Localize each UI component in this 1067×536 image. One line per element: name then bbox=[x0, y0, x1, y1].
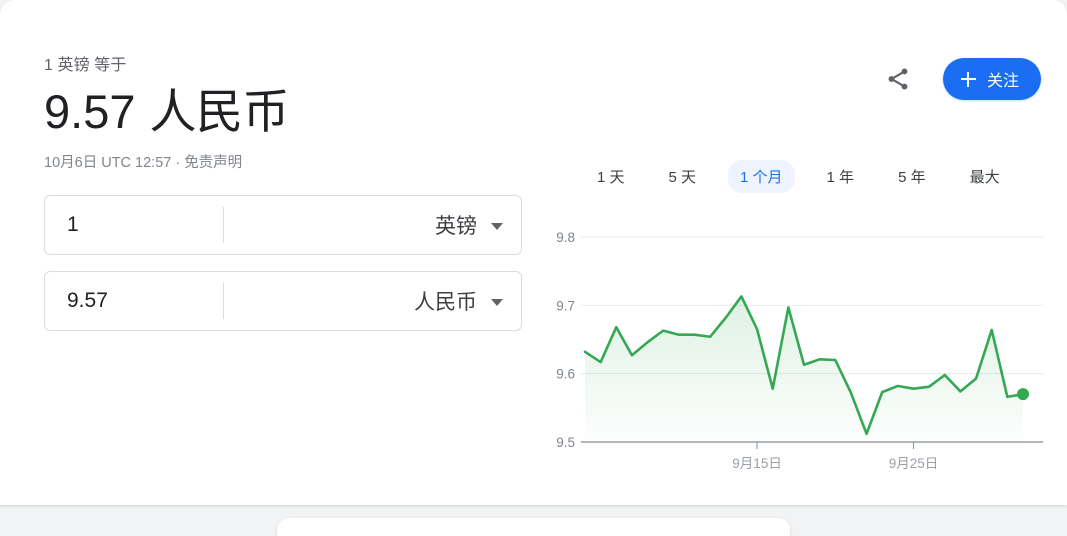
to-currency-label: 人民币 bbox=[414, 291, 477, 314]
field-divider bbox=[223, 283, 224, 319]
from-currency-label: 英镑 bbox=[435, 215, 477, 238]
chart-area-fill bbox=[585, 296, 1023, 442]
converted-amount: 9.57 bbox=[44, 85, 136, 138]
timestamp-text: 10月6日 UTC 12:57 bbox=[44, 155, 172, 171]
converted-currency: 人民币 bbox=[149, 85, 289, 138]
chart-y-tick-label: 9.6 bbox=[556, 367, 575, 382]
chart-y-tick-label: 9.8 bbox=[556, 230, 575, 245]
exchange-rate-chart: 9.59.69.79.8 9月15日9月25日10月5日 bbox=[535, 222, 1045, 497]
range-tab-max[interactable]: 最大 bbox=[969, 169, 1000, 186]
to-currency-select[interactable]: 人民币 bbox=[224, 286, 521, 316]
chart-last-point-marker bbox=[1017, 388, 1029, 401]
timestamp-row: 10月6日 UTC 12:57 · 免责声明 bbox=[44, 153, 534, 173]
range-tab-1d[interactable]: 1 天 bbox=[597, 169, 625, 186]
chart-y-tick-label: 9.5 bbox=[556, 435, 575, 450]
to-currency-row: 人民币 bbox=[44, 271, 522, 331]
from-currency-select[interactable]: 英镑 bbox=[224, 210, 521, 240]
follow-button-label: 关注 bbox=[986, 73, 1019, 90]
field-divider bbox=[223, 207, 224, 243]
share-icon bbox=[888, 68, 908, 90]
chart-y-axis-labels: 9.5 9.6 9.7 9.8 bbox=[556, 230, 575, 450]
chevron-down-icon bbox=[491, 223, 503, 230]
chart-svg: 9.59.69.79.8 9月15日9月25日10月5日 bbox=[556, 230, 1043, 471]
follow-button[interactable]: 关注 bbox=[942, 58, 1041, 100]
chart-x-tick-label: 9月25日 bbox=[889, 456, 939, 471]
share-button[interactable] bbox=[881, 62, 915, 96]
converter-fields: 英镑 人民币 bbox=[44, 195, 534, 331]
card-actions: 关注 bbox=[881, 58, 1041, 100]
converted-value: 9.57 人民币 bbox=[44, 83, 534, 141]
plus-icon bbox=[960, 71, 976, 87]
disclaimer-link[interactable]: 免责声明 bbox=[184, 155, 243, 171]
meta-separator: · bbox=[175, 155, 181, 171]
chart-x-ticks bbox=[756, 442, 915, 449]
chart-x-tick-label: 9月15日 bbox=[732, 456, 782, 471]
conversion-eyebrow: 1 英镑 等于 bbox=[44, 57, 127, 74]
to-amount-input[interactable] bbox=[45, 288, 223, 314]
chart-line bbox=[583, 295, 1025, 436]
chevron-down-icon bbox=[491, 299, 503, 306]
chart-panel: 1 天 5 天 1 个月 1 年 5 年 最大 9.5 9.6 9.7 9.8 9月1… bbox=[535, 160, 1045, 500]
chart-y-tick-label: 9.7 bbox=[556, 298, 575, 313]
next-card-peek bbox=[277, 518, 790, 536]
chart-x-axis-labels: 9月15日9月25日10月5日 bbox=[732, 456, 939, 471]
range-tab-5y[interactable]: 5 年 bbox=[898, 169, 926, 186]
from-amount-input[interactable] bbox=[45, 212, 223, 238]
from-currency-row: 英镑 bbox=[44, 195, 522, 255]
range-tab-1m[interactable]: 1 个月 bbox=[728, 160, 795, 193]
range-tab-5d[interactable]: 5 天 bbox=[668, 169, 697, 186]
range-tab-1y[interactable]: 1 年 bbox=[826, 169, 855, 186]
time-range-tabs: 1 天 5 天 1 个月 1 年 5 年 最大 bbox=[535, 160, 1045, 193]
